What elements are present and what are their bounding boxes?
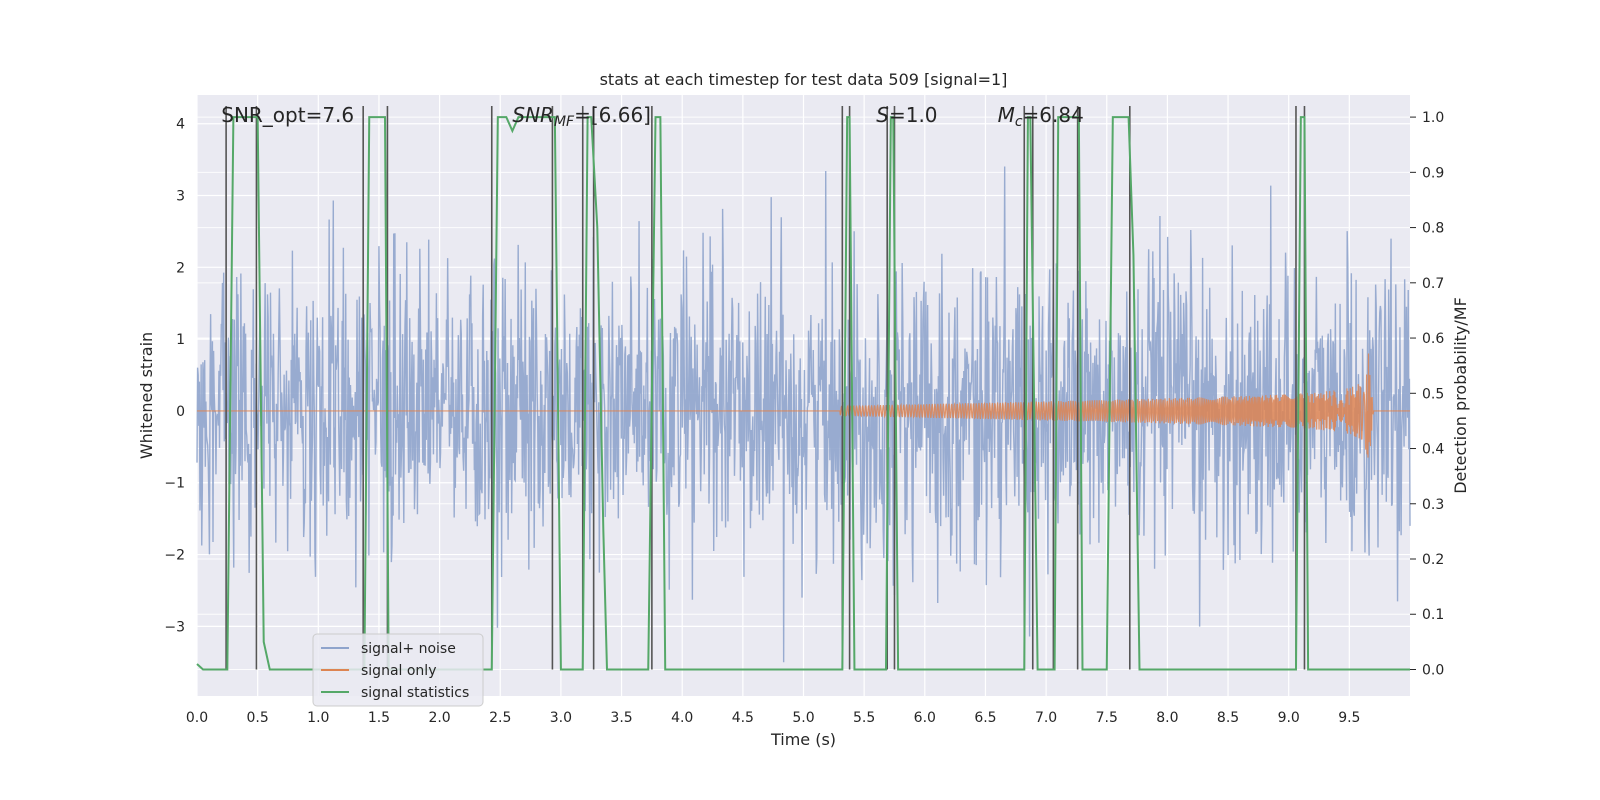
series-signal-statistics (196, 116, 1410, 671)
legend-label-signal-statistics: signal statistics (361, 685, 469, 701)
x-tick-label: 8.0 (1156, 710, 1178, 726)
x-tick-label: 2.5 (489, 710, 511, 726)
series-signal-noise (196, 166, 1411, 663)
y-tick-label: 2 (176, 260, 185, 276)
y2-tick-label: 0.1 (1422, 607, 1444, 623)
y2-tick-label: 0.0 (1422, 662, 1444, 678)
x-tick-label: 3.0 (550, 710, 572, 726)
x-tick-label: 4.0 (671, 710, 693, 726)
annotation: SNRMF=[6.66] (512, 103, 651, 130)
y2-tick-label: 0.3 (1422, 497, 1444, 513)
legend-label-signal-noise: signal+ noise (361, 641, 456, 657)
y2-tick-label: 0.7 (1422, 276, 1444, 292)
x-tick-label: 1.5 (368, 710, 390, 726)
x-tick-label: 6.0 (914, 710, 936, 726)
legend-box (312, 633, 484, 707)
y-tick-label: 0 (176, 404, 185, 420)
series-signal-only (197, 353, 1410, 458)
annotation: S=1.0 (876, 103, 937, 127)
annotation: SNR_opt=7.6 (221, 103, 354, 127)
y2-tick-label: 0.6 (1422, 331, 1444, 347)
y2-axis-ticks: 0.0 0.1 0.2 0.3 0.4 0.5 0.6 0.7 0.8 0.9 1.0 (1410, 110, 1444, 678)
y-axis-label: Whitened strain (137, 332, 156, 459)
annotations: SNR_opt=7.6 SNRMF=[6.66] S=1.0 Mc=6.84 (221, 103, 1084, 130)
y-tick-label: 4 (176, 117, 185, 133)
y-axis-ticks: −3 −2 −1 0 1 2 3 4 (164, 117, 185, 636)
y2-axis-label: Detection probability/MF (1451, 297, 1470, 494)
x-axis-label: Time (s) (770, 730, 836, 749)
x-tick-label: 3.5 (610, 710, 632, 726)
y2-tick-label: 0.5 (1422, 386, 1444, 402)
x-axis-ticks: 0.0 0.5 1.0 1.5 2.0 2.5 3.0 3.5 4.0 4.5 5.0 5.5 6.0 6… (186, 710, 1361, 726)
y2-tick-label: 0.4 (1422, 442, 1444, 458)
signal-line (197, 353, 1410, 458)
y2-tick-label: 0.2 (1422, 552, 1444, 568)
x-tick-label: 2.0 (428, 710, 450, 726)
y2-tick-label: 0.9 (1422, 165, 1444, 181)
legend-label-signal-only: signal only (361, 663, 436, 679)
y-tick-label: −3 (164, 619, 185, 635)
x-tick-label: 9.5 (1338, 710, 1360, 726)
x-tick-label: 5.5 (853, 710, 875, 726)
x-tick-label: 4.5 (732, 710, 754, 726)
y2-tick-label: 0.8 (1422, 221, 1444, 237)
noise-line (196, 166, 1411, 663)
y2-tick-label: 1.0 (1422, 110, 1444, 126)
y-tick-label: 3 (176, 189, 185, 205)
x-tick-label: 1.0 (307, 710, 329, 726)
x-tick-label: 6.5 (974, 710, 996, 726)
y-tick-label: 1 (176, 332, 185, 348)
legend: signal+ noise signal only signal statist… (312, 633, 484, 707)
x-tick-label: 0.5 (247, 710, 269, 726)
y-tick-label: −2 (164, 548, 185, 564)
y-tick-label: −1 (164, 476, 185, 492)
x-tick-label: 5.0 (792, 710, 814, 726)
x-tick-label: 7.5 (1096, 710, 1118, 726)
chart-title: stats at each timestep for test data 509… (600, 70, 1008, 89)
statistics-line (196, 116, 1410, 671)
annotation: Mc=6.84 (998, 103, 1084, 130)
x-tick-label: 7.0 (1035, 710, 1057, 726)
x-tick-label: 9.0 (1278, 710, 1300, 726)
x-tick-label: 8.5 (1217, 710, 1239, 726)
x-tick-label: 0.0 (186, 710, 208, 726)
